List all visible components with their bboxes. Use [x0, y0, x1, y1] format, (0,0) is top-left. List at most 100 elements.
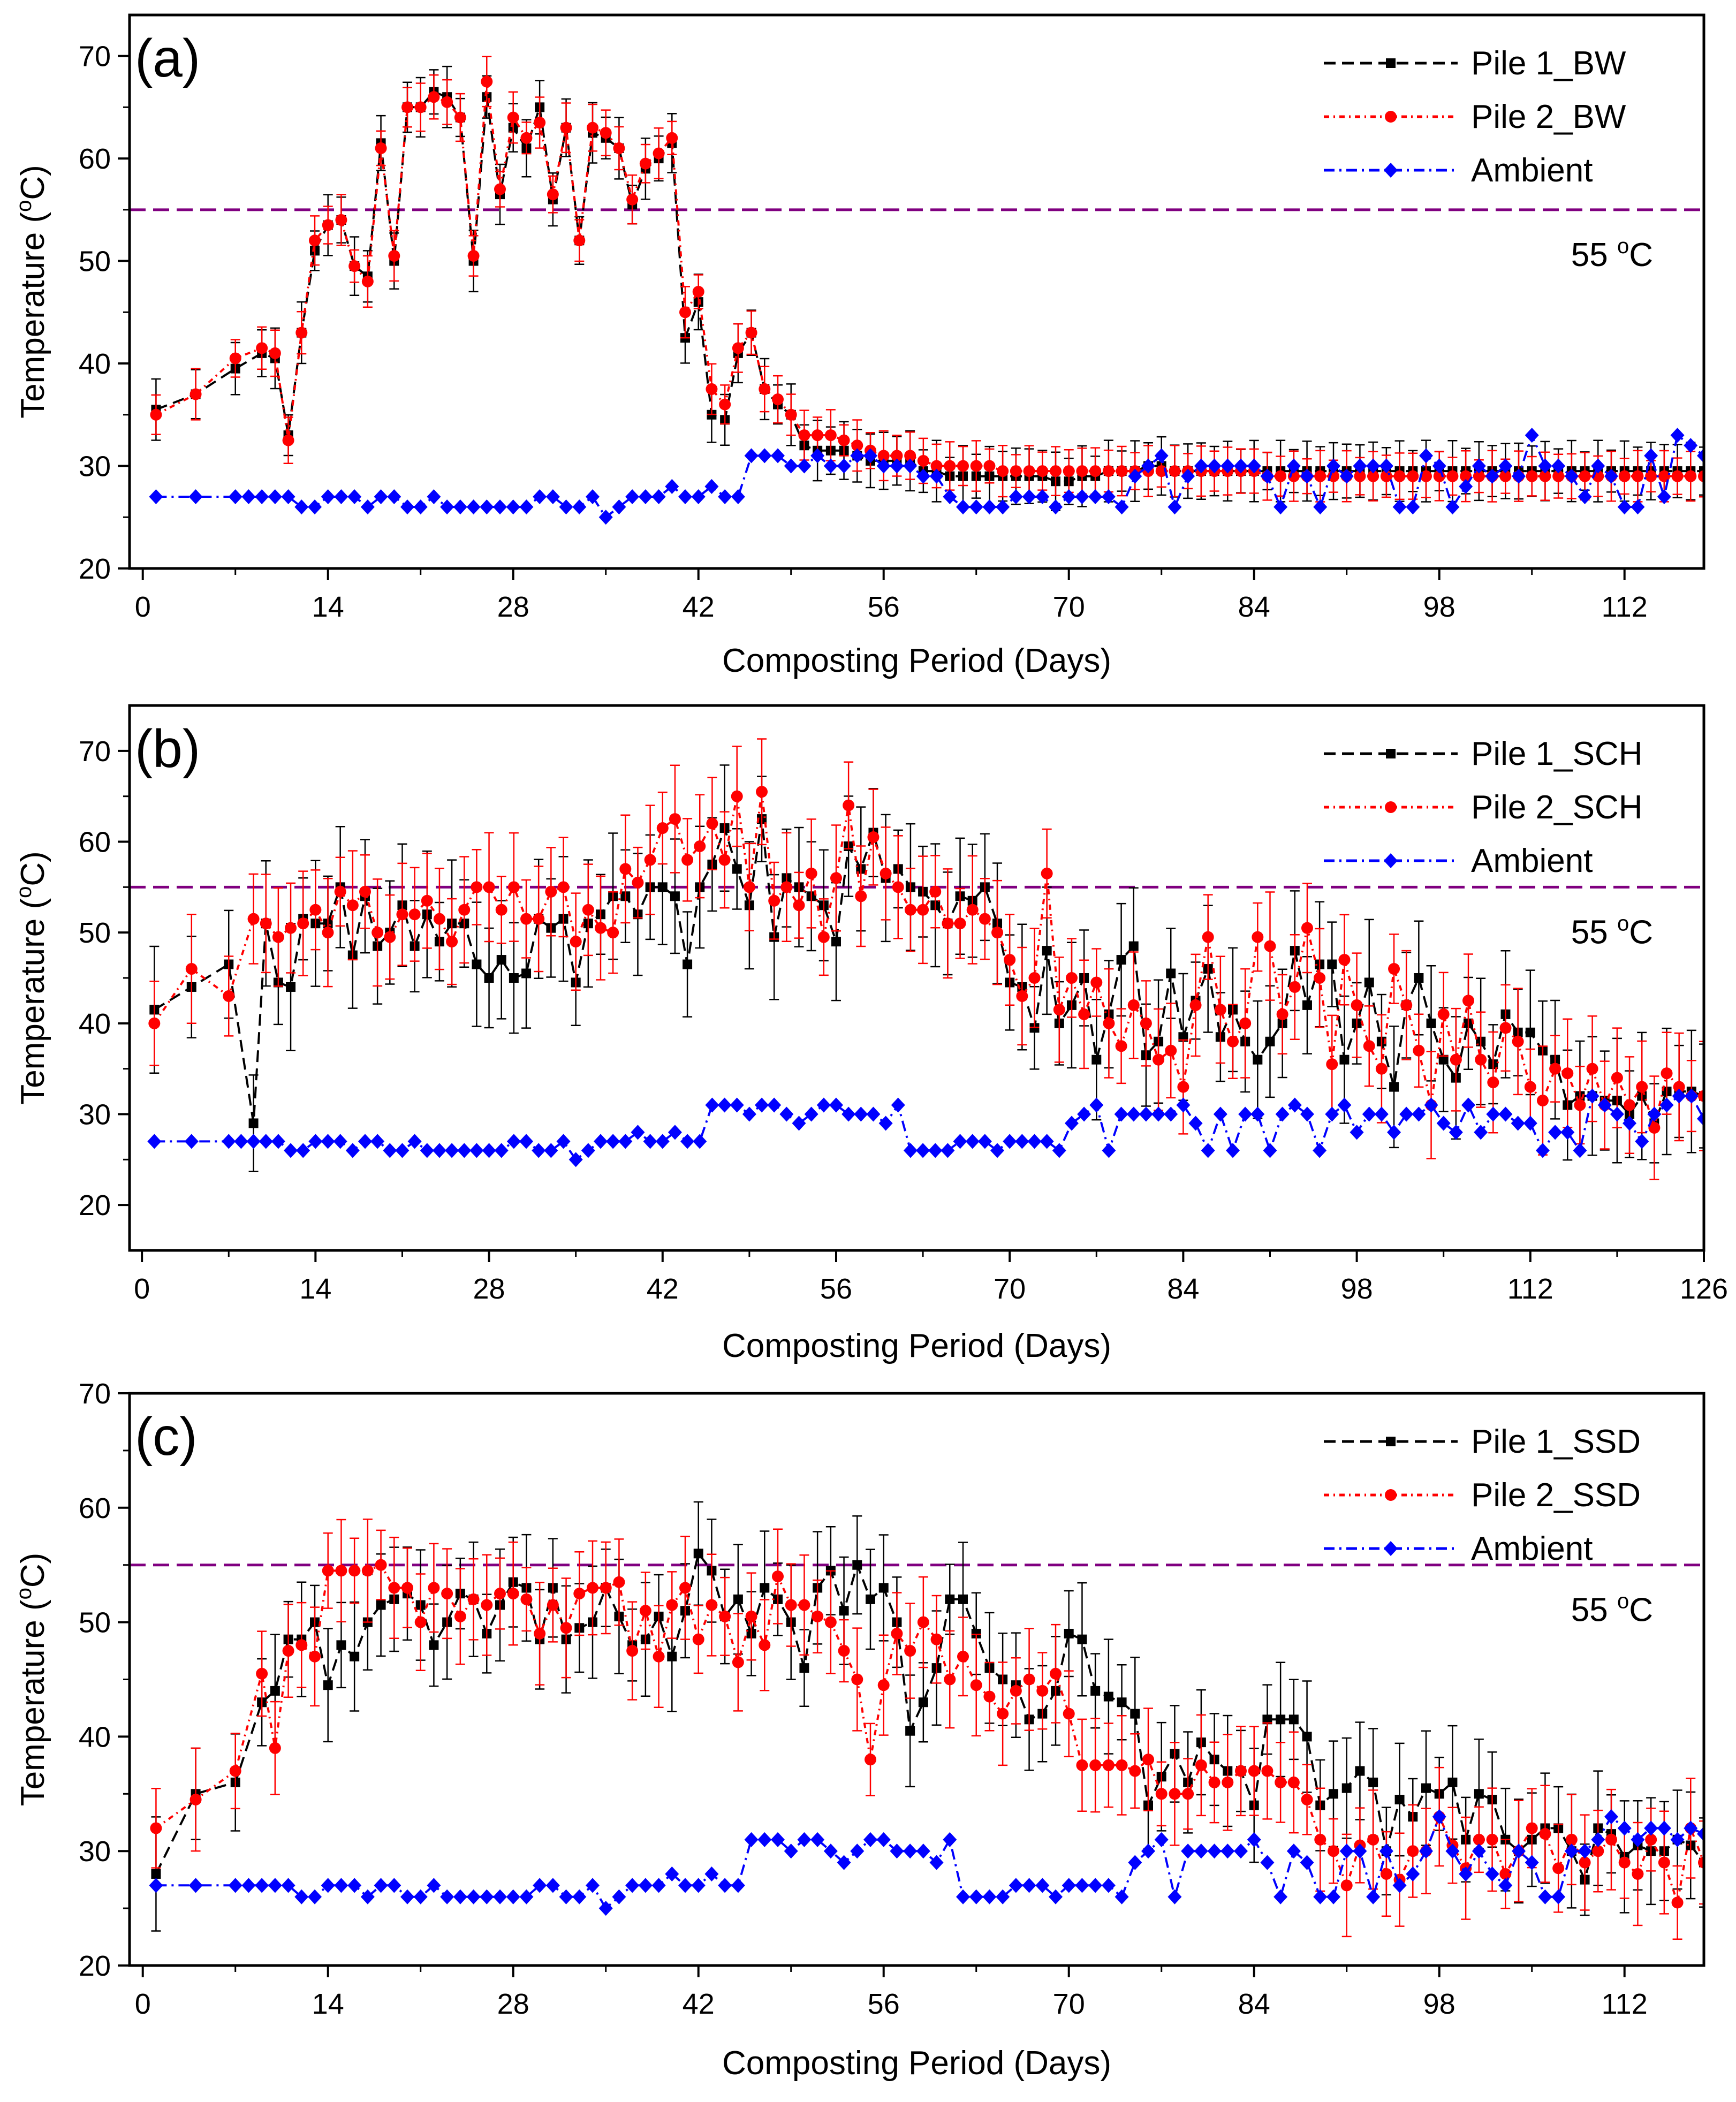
data-point	[824, 429, 837, 442]
data-point	[1128, 468, 1142, 484]
data-point	[374, 489, 388, 504]
data-point	[150, 1822, 162, 1834]
data-point	[1407, 1845, 1419, 1857]
data-point	[281, 489, 295, 504]
legend-label: Pile 1_SSD	[1471, 1423, 1641, 1460]
data-point	[1670, 1832, 1685, 1847]
data-point	[1075, 489, 1089, 504]
data-point	[996, 499, 1010, 515]
data-point	[432, 1143, 446, 1158]
data-point	[785, 1599, 797, 1611]
data-point	[742, 1106, 756, 1122]
data-point	[863, 448, 877, 464]
data-point	[1226, 1143, 1240, 1158]
data-point	[693, 1134, 707, 1149]
data-point	[784, 458, 798, 474]
data-point	[1525, 428, 1539, 443]
data-point	[930, 460, 943, 472]
legend-marker	[1384, 853, 1398, 868]
data-point	[867, 831, 880, 844]
data-point	[638, 1878, 653, 1893]
data-point	[1115, 1889, 1129, 1904]
data-point	[1154, 1832, 1169, 1847]
data-point	[1151, 1106, 1166, 1122]
data-point	[534, 117, 546, 129]
data-point	[1313, 1143, 1327, 1158]
data-point	[1354, 470, 1366, 482]
data-point	[1089, 465, 1102, 477]
data-point	[568, 1152, 583, 1167]
data-point	[335, 1565, 347, 1577]
data-point	[1539, 470, 1551, 482]
data-point	[545, 1878, 560, 1893]
data-point	[347, 1878, 362, 1893]
data-point	[1353, 458, 1367, 474]
y-tick-label: 40	[79, 348, 111, 380]
y-tick-label: 60	[79, 1492, 111, 1524]
x-tick-label: 14	[312, 1988, 344, 2020]
data-point	[376, 1600, 386, 1610]
data-point	[570, 936, 582, 948]
data-point	[268, 489, 282, 504]
data-point	[496, 955, 506, 965]
data-point	[495, 904, 507, 916]
data-point	[1539, 1828, 1551, 1840]
data-point	[440, 1889, 454, 1904]
data-point	[1328, 1845, 1339, 1857]
data-point	[1287, 1097, 1302, 1113]
data-point	[1697, 1111, 1704, 1126]
data-point	[757, 1832, 772, 1847]
data-point	[704, 479, 719, 494]
data-point	[865, 1754, 876, 1766]
data-point	[731, 1878, 745, 1893]
chart-panel-a: 0 14 28 42 56 70 84 98 112 20 30 40 50 60 70 Composting…	[12, 13, 1705, 679]
data-point	[247, 913, 260, 925]
data-point	[559, 499, 573, 515]
data-point	[706, 817, 718, 830]
data-point	[1155, 1788, 1168, 1800]
x-tick-label: 56	[820, 1273, 852, 1305]
data-point	[1062, 1878, 1076, 1893]
legend-marker	[1385, 801, 1397, 813]
data-point	[838, 1645, 850, 1657]
data-point	[600, 1582, 612, 1594]
data-point	[1657, 489, 1671, 504]
data-point	[1473, 470, 1485, 482]
data-point	[618, 1134, 633, 1149]
data-point	[322, 927, 334, 939]
data-point	[718, 489, 732, 504]
data-point	[1302, 1732, 1312, 1742]
data-point	[1326, 1058, 1338, 1071]
x-axis-title: Composting Period (Days)	[722, 2045, 1111, 2082]
data-point	[679, 306, 691, 318]
panel-label: (c)	[135, 1407, 198, 1467]
data-point	[1393, 470, 1406, 482]
data-point	[916, 1843, 930, 1859]
x-tick-label: 84	[1167, 1273, 1199, 1305]
data-point	[241, 1878, 256, 1893]
data-point	[150, 408, 162, 421]
data-point	[653, 1650, 665, 1663]
data-point	[509, 973, 519, 983]
data-point	[997, 465, 1009, 477]
data-point	[1130, 1709, 1140, 1719]
data-point	[755, 1097, 769, 1113]
data-point	[1564, 468, 1579, 484]
data-point	[1181, 1843, 1195, 1859]
data-point	[586, 489, 600, 504]
data-point	[1227, 1035, 1239, 1048]
data-point	[1437, 1008, 1450, 1020]
data-point	[1049, 499, 1063, 515]
data-point	[1526, 470, 1538, 482]
data-point	[733, 1594, 743, 1604]
legend-marker	[1385, 111, 1397, 123]
data-point	[829, 1097, 843, 1113]
data-point	[1658, 1856, 1670, 1869]
data-point	[970, 460, 982, 472]
data-point	[1177, 1081, 1189, 1093]
data-point	[983, 1690, 996, 1703]
data-point	[1698, 1856, 1704, 1869]
data-point	[997, 1708, 1009, 1720]
data-point	[321, 1134, 335, 1149]
data-point	[1644, 448, 1658, 464]
